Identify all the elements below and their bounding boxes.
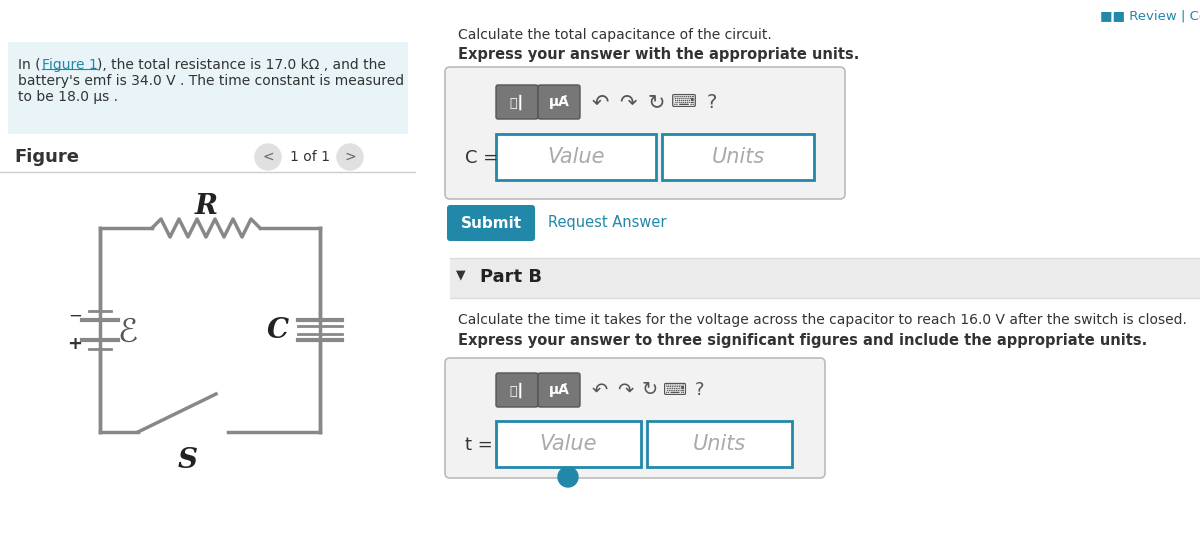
Text: ?: ? (695, 381, 704, 399)
Text: Calculate the time it takes for the voltage across the capacitor to reach 16.0 V: Calculate the time it takes for the volt… (458, 313, 1187, 327)
FancyBboxPatch shape (496, 85, 538, 119)
FancyBboxPatch shape (8, 42, 408, 134)
Text: ↶: ↶ (592, 381, 608, 399)
Text: Express your answer with the appropriate units.: Express your answer with the appropriate… (458, 47, 859, 62)
FancyBboxPatch shape (662, 134, 814, 180)
Text: Express your answer to three significant figures and include the appropriate uni: Express your answer to three significant… (458, 333, 1147, 348)
Text: ↶: ↶ (592, 92, 608, 112)
FancyBboxPatch shape (445, 358, 826, 478)
Text: >: > (344, 150, 356, 164)
FancyBboxPatch shape (496, 373, 538, 407)
FancyBboxPatch shape (647, 421, 792, 467)
Text: ■■ Review | Consta: ■■ Review | Consta (1100, 10, 1200, 23)
FancyBboxPatch shape (496, 421, 641, 467)
Text: ▼: ▼ (456, 268, 466, 281)
Text: t =: t = (466, 436, 493, 454)
Circle shape (558, 467, 578, 487)
Text: Submit: Submit (461, 216, 522, 231)
Text: S: S (178, 446, 198, 474)
Circle shape (256, 144, 281, 170)
Text: +: + (67, 335, 83, 353)
FancyBboxPatch shape (450, 258, 1200, 298)
FancyBboxPatch shape (446, 205, 535, 241)
Text: Request Answer: Request Answer (548, 216, 666, 231)
Text: ↻: ↻ (647, 92, 665, 112)
Text: ⌨: ⌨ (671, 93, 697, 111)
Text: μȦ: μȦ (548, 95, 570, 109)
Text: Figure: Figure (14, 148, 79, 166)
Text: <: < (262, 150, 274, 164)
Text: Units: Units (712, 147, 764, 167)
Text: C =: C = (466, 149, 498, 167)
Text: Figure 1: Figure 1 (42, 58, 97, 72)
FancyBboxPatch shape (538, 85, 580, 119)
Text: ↷: ↷ (619, 92, 637, 112)
Text: ↻: ↻ (642, 381, 658, 399)
Text: ?: ? (707, 92, 718, 112)
Text: μȦ: μȦ (548, 383, 570, 397)
Text: Value: Value (547, 147, 605, 167)
Text: Value: Value (539, 434, 596, 454)
Text: −: − (68, 307, 82, 325)
Text: ⌨: ⌨ (662, 381, 686, 399)
Text: ), the total resistance is 17.0 kΩ , and the: ), the total resistance is 17.0 kΩ , and… (97, 58, 386, 72)
Text: ↷: ↷ (617, 381, 634, 399)
Text: 1 of 1: 1 of 1 (290, 150, 330, 164)
Text: ⬜┃: ⬜┃ (510, 95, 524, 109)
Text: to be 18.0 μs .: to be 18.0 μs . (18, 90, 118, 104)
Text: battery's emf is 34.0 V . The time constant is measured: battery's emf is 34.0 V . The time const… (18, 74, 404, 88)
Text: In (: In ( (18, 58, 41, 72)
FancyBboxPatch shape (445, 67, 845, 199)
Text: R: R (194, 192, 217, 219)
Text: ⬜┃: ⬜┃ (510, 382, 524, 398)
FancyBboxPatch shape (496, 134, 656, 180)
Text: Calculate the total capacitance of the circuit.: Calculate the total capacitance of the c… (458, 28, 772, 42)
Text: C: C (266, 317, 289, 343)
Text: ℰ: ℰ (118, 316, 138, 349)
Circle shape (337, 144, 364, 170)
FancyBboxPatch shape (538, 373, 580, 407)
Text: Part B: Part B (480, 268, 542, 286)
Text: Units: Units (692, 434, 745, 454)
